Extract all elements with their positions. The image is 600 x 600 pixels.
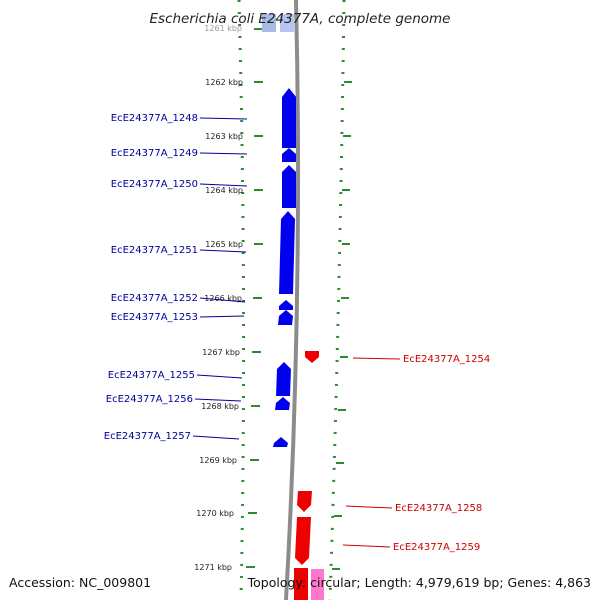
- gene-arrow-1250: [282, 165, 296, 208]
- gene-arrow-1251: [279, 211, 295, 294]
- tick-label: 1265 kbp: [205, 240, 243, 249]
- gene-feature-bottom: [294, 568, 308, 600]
- reverse-genes: [294, 351, 319, 600]
- genome-backbone: [284, 0, 301, 600]
- tick: 1262 kbp: [205, 78, 263, 87]
- gene-label[interactable]: EcE24377A_1253: [111, 312, 198, 323]
- tick: 1271 kbp: [194, 563, 255, 572]
- tick-label: 1266 kbp: [204, 294, 242, 303]
- gene-arrow-1254: [305, 351, 319, 363]
- tick-label: 1270 kbp: [196, 509, 234, 518]
- tick: 1264 kbp: [205, 186, 263, 195]
- gene-arrow-1256: [275, 397, 290, 410]
- tick: 1270 kbp: [196, 509, 257, 518]
- gene-arrow-1259: [295, 517, 311, 565]
- gene-label[interactable]: EcE24377A_1258: [395, 503, 482, 514]
- gene-feature-pink: [311, 569, 324, 600]
- gene-label[interactable]: EcE24377A_1256: [106, 394, 193, 405]
- tick: 1269 kbp: [199, 456, 259, 465]
- gene-labels: EcE24377A_1248 EcE24377A_1249 EcE24377A_…: [104, 113, 491, 553]
- gene-arrow-1249: [282, 148, 296, 162]
- gene-label[interactable]: EcE24377A_1254: [403, 354, 490, 365]
- gene-arrow-1255: [276, 362, 291, 396]
- gene-arrow-1253: [278, 310, 293, 325]
- label-connectors: [192, 117, 401, 548]
- gene-label[interactable]: EcE24377A_1252: [111, 293, 198, 304]
- gene-arrow-1252: [279, 300, 293, 310]
- tick-label: 1267 kbp: [202, 348, 240, 357]
- scale-ticks: 1261 kbp 1262 kbp 1263 kbp 1264 kbp 1265…: [194, 24, 263, 572]
- map-title: Escherichia coli E24377A, complete genom…: [150, 11, 451, 27]
- tick: 1268 kbp: [201, 402, 260, 411]
- gene-label[interactable]: EcE24377A_1259: [393, 542, 480, 553]
- tick-label: 1263 kbp: [205, 132, 243, 141]
- inner-dotted-arc: [237, 0, 246, 600]
- tick: 1266 kbp: [204, 294, 262, 303]
- gene-arrow-1248: [282, 88, 296, 148]
- tick-label: 1262 kbp: [205, 78, 243, 87]
- outer-dotted-arc: [328, 0, 346, 600]
- gene-arrow-1257: [273, 437, 288, 447]
- tick-label: 1264 kbp: [205, 186, 243, 195]
- tick: 1267 kbp: [202, 348, 261, 357]
- gene-label[interactable]: EcE24377A_1257: [104, 431, 191, 442]
- tick: 1265 kbp: [205, 240, 263, 249]
- gene-arrow-1258: [297, 491, 312, 512]
- tick-label: 1269 kbp: [199, 456, 237, 465]
- forward-genes: [273, 88, 296, 447]
- topology-text: Topology: circular; Length: 4,979,619 bp…: [247, 575, 591, 590]
- tick-label: 1268 kbp: [201, 402, 239, 411]
- outer-scale-ticks: [332, 81, 352, 570]
- gene-feature-faded: [262, 14, 276, 32]
- gene-label[interactable]: EcE24377A_1250: [111, 179, 198, 190]
- tick: 1261 kbp: [204, 24, 263, 33]
- gene-feature-faded: [280, 14, 294, 32]
- accession-text: Accession: NC_009801: [9, 575, 151, 590]
- tick-label: 1261 kbp: [204, 24, 242, 33]
- gene-label[interactable]: EcE24377A_1249: [111, 148, 198, 159]
- tick: 1263 kbp: [205, 132, 263, 141]
- gene-label[interactable]: EcE24377A_1248: [111, 113, 198, 124]
- tick-label: 1271 kbp: [194, 563, 232, 572]
- gene-label[interactable]: EcE24377A_1251: [111, 245, 198, 256]
- gene-label[interactable]: EcE24377A_1255: [108, 370, 195, 381]
